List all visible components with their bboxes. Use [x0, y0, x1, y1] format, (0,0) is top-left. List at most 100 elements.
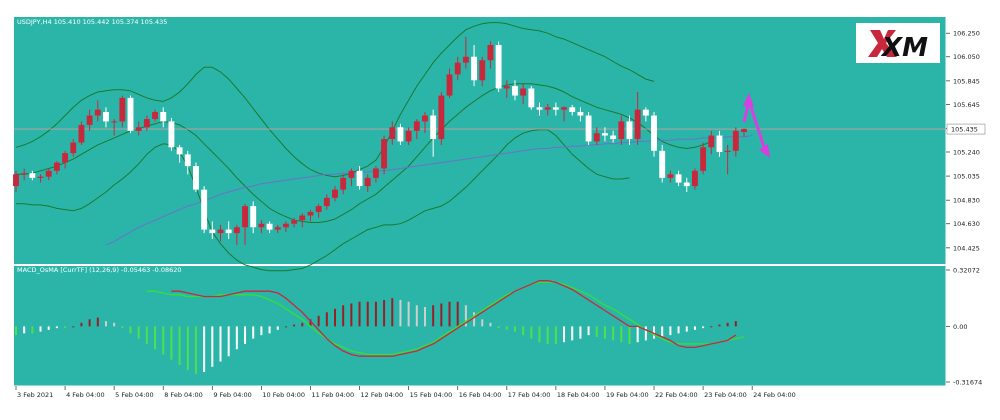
- candle-body: [430, 115, 437, 140]
- candle-body: [642, 109, 649, 116]
- candle-body: [250, 206, 257, 228]
- macd-histogram-bar: [522, 326, 525, 336]
- time-tick-label: 5 Feb 04:00: [115, 391, 154, 399]
- candle-body: [348, 170, 355, 178]
- macd-histogram-bar: [497, 326, 500, 329]
- candle-body: [651, 115, 657, 151]
- macd-histogram-bar: [31, 326, 34, 334]
- candle-body: [577, 112, 584, 116]
- candle-body: [520, 88, 527, 96]
- time-tick-label: 8 Feb 04:00: [164, 391, 203, 399]
- macd-tick-label: 0.32072: [953, 266, 980, 274]
- candle-body: [381, 139, 388, 169]
- price-tick-label: 106.250: [953, 30, 980, 38]
- macd-histogram-bar: [473, 312, 476, 327]
- candle-body: [315, 206, 322, 212]
- time-tick-label: 23 Feb 04:00: [704, 391, 747, 399]
- main-panel-background: [14, 17, 946, 264]
- candle-body: [634, 109, 641, 140]
- candle-body: [291, 220, 298, 224]
- candle-body: [732, 130, 739, 151]
- candle-body: [512, 86, 518, 96]
- macd-axis: 0.32072 0.00 -0.31674: [946, 266, 982, 387]
- candle-body: [119, 97, 126, 122]
- candle-body: [585, 115, 592, 142]
- candle-body: [487, 44, 494, 61]
- macd-histogram-bar: [440, 303, 443, 327]
- price-tick-label: 106.050: [953, 53, 980, 61]
- candle-body: [364, 177, 371, 187]
- macd-histogram-bar: [653, 326, 656, 339]
- macd-histogram-bar: [415, 305, 418, 327]
- macd-histogram-bar: [325, 312, 328, 327]
- candle-body: [152, 112, 159, 120]
- macd-histogram-bar: [154, 326, 157, 350]
- candle-body: [111, 121, 118, 123]
- macd-histogram-bar: [383, 299, 386, 327]
- macd-histogram-bar: [734, 321, 737, 327]
- macd-histogram-bar: [203, 326, 206, 373]
- forecast-arrow-peak: [743, 93, 754, 107]
- candle-body: [62, 153, 69, 163]
- candle-body: [413, 121, 420, 131]
- macd-histogram-bar: [595, 326, 598, 337]
- macd-histogram-bar: [644, 326, 647, 341]
- macd-histogram-bar: [23, 326, 26, 334]
- macd-histogram-bar: [309, 319, 312, 327]
- price-axis: 106.250106.050105.845105.645105.440105.2…: [946, 30, 980, 252]
- macd-histogram-bar: [481, 319, 484, 327]
- candle-body: [94, 109, 101, 116]
- moving-average-line: [105, 135, 753, 246]
- macd-histogram-bar: [252, 326, 255, 339]
- macd-histogram-bar: [137, 326, 140, 339]
- macd-histogram-bar: [718, 324, 721, 327]
- candle-body: [176, 147, 183, 155]
- macd-histogram-bar: [211, 326, 214, 367]
- candle-body: [446, 74, 453, 96]
- macd-histogram-bar: [178, 326, 181, 366]
- candle-body: [70, 142, 77, 154]
- time-tick-label: 18 Feb 04:00: [557, 391, 600, 399]
- candle-body: [340, 177, 347, 190]
- macd-header: MACD_OsMA [CurrTF] (12,26,9) -0.05463 -0…: [17, 266, 182, 274]
- macd-histogram-bar: [530, 326, 533, 339]
- candle-body: [438, 95, 445, 140]
- logo-x-mark: [868, 30, 897, 57]
- candle-body: [160, 112, 167, 122]
- macd-histogram-bar: [579, 326, 582, 339]
- time-tick-label: 3 Feb 2021: [17, 391, 53, 399]
- candle-body: [332, 189, 338, 198]
- candle-body: [201, 189, 208, 230]
- candle-body: [184, 154, 191, 167]
- macd-histogram-bar: [129, 326, 132, 334]
- macd-histogram-bar: [293, 324, 296, 327]
- candle-body: [708, 135, 715, 148]
- macd-histogram-bar: [145, 326, 148, 344]
- macd-histogram-bar: [587, 326, 590, 336]
- macd-histogram-bar: [407, 301, 410, 327]
- candle-body: [593, 133, 600, 142]
- candle-body: [372, 168, 379, 178]
- macd-histogram-bar: [227, 326, 230, 357]
- time-tick-label: 19 Feb 04:00: [606, 391, 649, 399]
- candle-body: [724, 150, 731, 152]
- macd-histogram-bar: [464, 305, 467, 327]
- candle-body: [405, 130, 412, 142]
- time-tick-label: 10 Feb 04:00: [262, 391, 305, 399]
- macd-panel-background: [14, 266, 946, 386]
- candle-body: [659, 150, 666, 178]
- macd-histogram-bar: [284, 326, 287, 328]
- candle-body: [626, 121, 633, 140]
- symbol-header: USDJPY,H4 105.410 105.442 105.374 105.43…: [17, 18, 167, 26]
- candle-body: [454, 62, 461, 75]
- macd-histogram-bar: [170, 326, 173, 360]
- price-tick-label: 105.845: [953, 77, 980, 85]
- candle-body: [307, 211, 314, 216]
- candle-body: [135, 127, 142, 131]
- candlestick-series: [13, 36, 747, 245]
- macd-histogram-bar: [628, 326, 631, 344]
- forecast-arrow: [742, 93, 770, 158]
- macd-histogram-bar: [563, 326, 566, 343]
- candle-body: [217, 229, 224, 234]
